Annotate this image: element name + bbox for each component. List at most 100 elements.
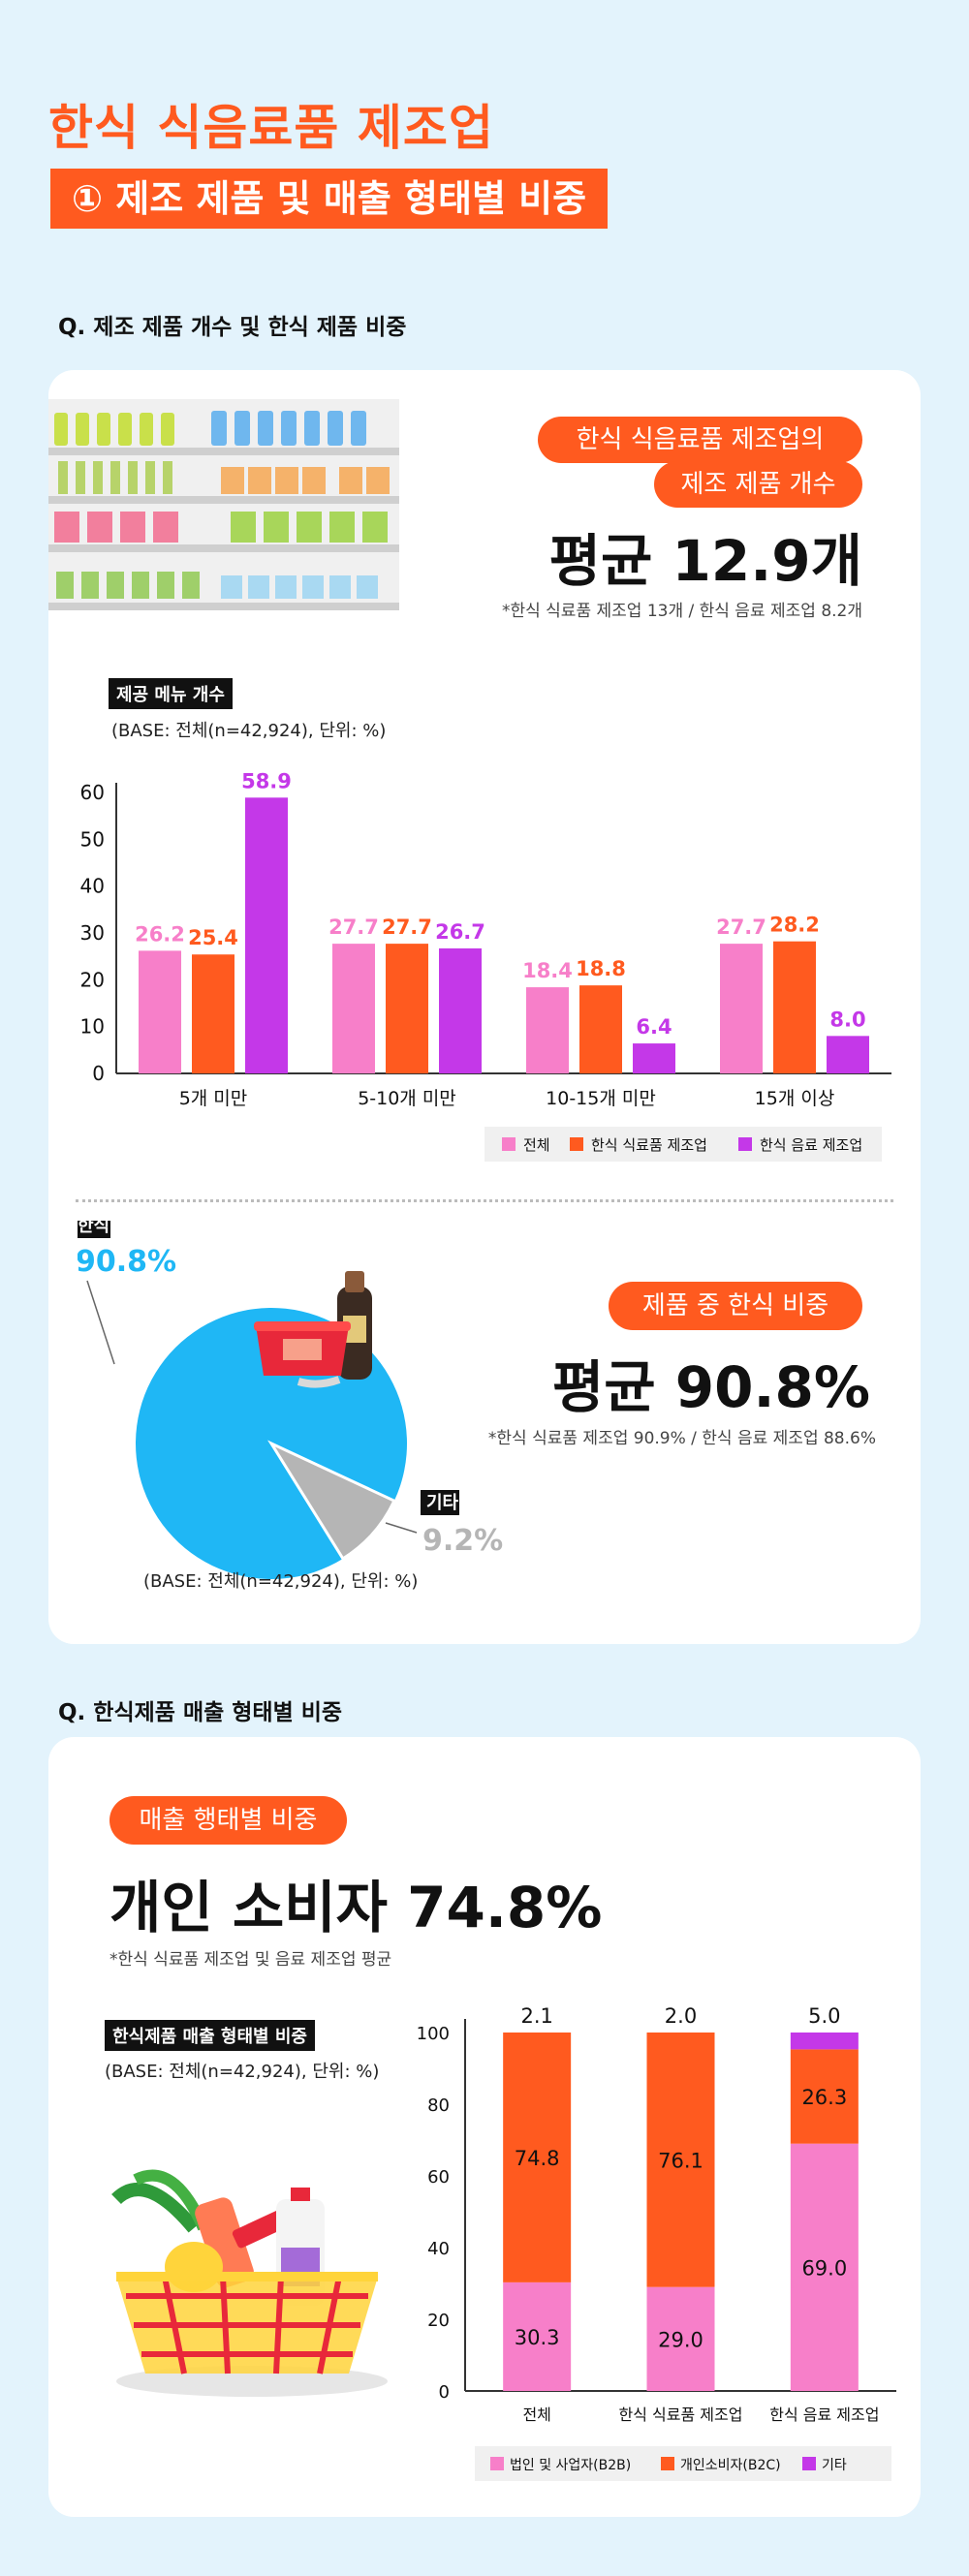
- sales-note: *한식 식료품 제조업 및 음료 제조업 평균: [109, 1950, 392, 1970]
- page-subtitle: ① 제조 제품 및 매출 형태별 비중: [50, 169, 609, 229]
- chart3-tag: 한식제품 매출 형태별 비중: [105, 2020, 315, 2051]
- bar-value-label: 25.4: [188, 926, 238, 949]
- sales-highlight: 매출 행태별 비중: [109, 1796, 347, 1845]
- y-tick-label: 40: [427, 2239, 450, 2259]
- korean-share-average: 평균 90.8%: [551, 1354, 870, 1420]
- bar-value-label: 58.9: [241, 769, 292, 792]
- y-tick-label: 30: [80, 921, 105, 945]
- y-tick-label: 0: [439, 2382, 450, 2403]
- pie-note: *한식 식료품 제조업 90.9% / 한식 음료 제조업 88.6%: [487, 1429, 876, 1448]
- segment-value-label: 2.0: [665, 2004, 697, 2028]
- section-divider: [76, 1199, 893, 1202]
- stacked-bar-segment-1: [790, 2143, 859, 2391]
- segment-value-label: 69.0: [801, 2256, 847, 2280]
- x-tick-label: 10-15개 미만: [546, 1088, 656, 1109]
- pie-label: 한식: [78, 1221, 109, 1236]
- bar-value-label: 27.7: [328, 916, 379, 939]
- legend-swatch: [570, 1137, 583, 1151]
- segment-value-label: 2.1: [520, 2004, 552, 2028]
- bar-value-label: 18.4: [522, 959, 573, 982]
- y-tick-label: 40: [80, 875, 105, 898]
- legend-label: 기타: [822, 2458, 847, 2473]
- bar-3: [245, 797, 288, 1073]
- pie-highlight: 제품 중 한식 비중: [609, 1282, 862, 1330]
- pie-label-bg: [78, 1221, 110, 1238]
- legend-label: 법인 및 사업자(B2B): [510, 2458, 631, 2473]
- stacked-bar-segment-3: [790, 2033, 859, 2050]
- pie-value-label: 9.2%: [422, 1524, 503, 1558]
- segment-value-label: 26.3: [801, 2086, 847, 2109]
- segment-value-label: 30.3: [515, 2326, 560, 2349]
- bar-3: [439, 947, 482, 1073]
- x-tick-label: 15개 이상: [755, 1088, 835, 1109]
- pie-leader-line: [86, 1280, 115, 1365]
- legend-box: [475, 2446, 891, 2481]
- chart3-base: (BASE: 전체(n=42,924), 단위: %): [105, 2062, 380, 2082]
- page-title: 한식 식음료품 제조업: [48, 100, 494, 156]
- bar-3: [633, 1043, 675, 1073]
- food-illustration: [254, 1271, 372, 1388]
- bar-value-label: 28.2: [769, 914, 820, 937]
- legend-box: [484, 1127, 882, 1162]
- x-tick-label: 한식 음료 제조업: [769, 2405, 879, 2424]
- bar-value-label: 26.2: [135, 922, 185, 946]
- legend-label: 한식 식료품 제조업: [591, 1136, 707, 1154]
- segment-value-label: 29.0: [658, 2328, 703, 2351]
- bar-value-label: 27.7: [716, 916, 766, 939]
- bar-value-label: 27.7: [382, 916, 432, 939]
- bar-2: [773, 941, 816, 1073]
- bar-2: [192, 954, 234, 1073]
- bar-2: [386, 944, 428, 1073]
- bar-2: [579, 985, 622, 1073]
- chart1-tag: 제공 메뉴 개수: [109, 678, 233, 709]
- stacked-bar-segment-2: [790, 2049, 859, 2144]
- bar-value-label: 26.7: [435, 920, 485, 944]
- highlight-line1: 한식 식음료품 제조업의: [538, 417, 862, 463]
- y-tick-label: 0: [92, 1062, 105, 1085]
- y-tick-label: 100: [417, 2024, 450, 2044]
- bar-3: [827, 1036, 869, 1073]
- stacked-bar-segment-2: [503, 2033, 572, 2282]
- bar-value-label: 8.0: [829, 1008, 865, 1031]
- legend-swatch: [502, 1137, 516, 1151]
- legend-swatch: [802, 2457, 816, 2470]
- stacked-bar-segment-1: [503, 2281, 572, 2391]
- stacked-bar-segment-2: [646, 2033, 715, 2287]
- stacked-bar-segment-1: [646, 2286, 715, 2391]
- segment-value-label: 74.8: [515, 2147, 560, 2170]
- bar-1: [526, 987, 569, 1073]
- legend-label: 개인소비자(B2C): [680, 2458, 781, 2473]
- sales-b2c-average: 개인 소비자 74.8%: [109, 1875, 603, 1940]
- y-tick-label: 20: [80, 968, 105, 991]
- y-tick-label: 60: [427, 2167, 450, 2188]
- y-tick-label: 50: [80, 827, 105, 851]
- legend-label: 전체: [523, 1136, 550, 1154]
- section2-question: Q. 한식제품 매출 형태별 비중: [58, 1700, 343, 1725]
- highlight-line2: 제조 제품 개수: [654, 461, 862, 508]
- pie-slice-other: [267, 1440, 396, 1561]
- shelf-illustration: [48, 399, 399, 610]
- legend-label: 한식 음료 제조업: [760, 1136, 862, 1154]
- pie-base: (BASE: 전체(n=42,924), 단위: %): [143, 1571, 419, 1592]
- legend-swatch: [490, 2457, 504, 2470]
- pie-value-label: 90.8%: [78, 1245, 176, 1279]
- segment-value-label: 76.1: [658, 2149, 703, 2172]
- section1-question: Q. 제조 제품 개수 및 한식 제품 비중: [58, 315, 407, 340]
- bar-value-label: 18.8: [576, 957, 626, 980]
- x-tick-label: 5개 미만: [179, 1088, 248, 1109]
- korean-food-share-pie-chart: 한식 90.8% 기타 9.2%: [78, 1221, 503, 1579]
- x-tick-label: 한식 식료품 제조업: [619, 2405, 743, 2424]
- pie-label-bg: [421, 1490, 459, 1515]
- legend-swatch: [738, 1137, 752, 1151]
- bar-1: [139, 950, 181, 1073]
- y-tick-label: 60: [80, 781, 105, 804]
- sales-type-stacked-bar-chart: 0 20 40 60 80 100 30.3 74.8 2.1 전체 29.0 76.1 2.0 한식 식…: [417, 2004, 896, 2481]
- y-tick-label: 80: [427, 2095, 450, 2116]
- y-tick-label: 20: [427, 2311, 450, 2331]
- pie-label: 기타: [426, 1493, 459, 1513]
- bar-1: [720, 944, 763, 1073]
- average-product-count: 평균 12.9개: [548, 528, 862, 594]
- product-count-note: *한식 식료품 제조업 13개 / 한식 음료 제조업 8.2개: [501, 602, 862, 621]
- x-tick-label: 5-10개 미만: [358, 1088, 456, 1109]
- pie-leader-line: [385, 1522, 418, 1534]
